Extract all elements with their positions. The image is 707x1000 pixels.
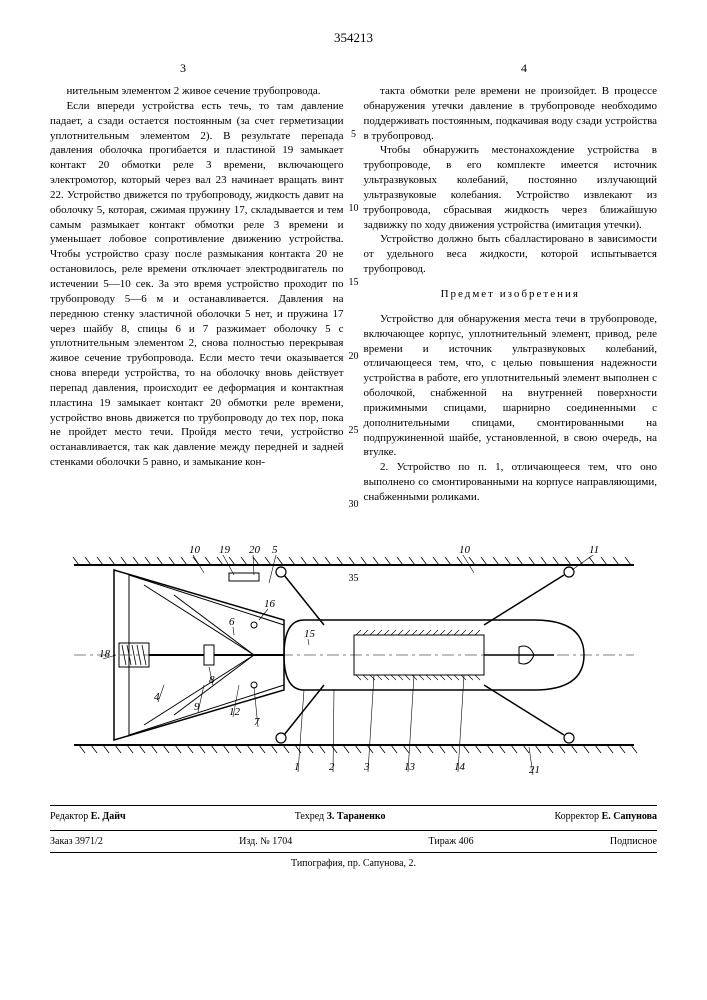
izd-no: Изд. № 1704 (239, 836, 292, 847)
svg-text:4: 4 (154, 691, 160, 703)
footer-typography: Типография, пр. Сапунова, 2. (50, 852, 657, 869)
order-no: Заказ 3971/2 (50, 836, 103, 847)
svg-text:10: 10 (459, 544, 471, 556)
svg-text:11: 11 (589, 544, 599, 556)
footer-meta: Заказ 3971/2 Изд. № 1704 Тираж 406 Подпи… (50, 830, 657, 847)
tirazh: Тираж 406 (429, 836, 474, 847)
left-p1: нительным элементом 2 живое сечение труб… (50, 84, 344, 99)
svg-text:14: 14 (454, 761, 466, 773)
svg-text:1: 1 (294, 761, 300, 773)
claims-title: Предмет изобретения (364, 287, 658, 302)
right-column: такта обмотки реле времени не произойдет… (364, 84, 658, 505)
claim-2: 2. Устройство по п. 1, отличающееся тем,… (364, 460, 658, 505)
svg-text:13: 13 (404, 761, 416, 773)
right-p1: такта обмотки реле времени не произойдет… (364, 84, 658, 143)
claim-1: Устройство для обнаружения места течи в … (364, 312, 658, 460)
left-p2: Если впереди устройства есть течь, то та… (50, 99, 344, 470)
col-num-right: 4 (521, 61, 527, 76)
svg-text:21: 21 (529, 764, 540, 776)
svg-text:12: 12 (229, 706, 241, 718)
podpisnoe: Подписное (610, 836, 657, 847)
svg-text:6: 6 (229, 616, 235, 628)
svg-text:16: 16 (264, 598, 276, 610)
svg-text:19: 19 (219, 544, 231, 556)
svg-text:5: 5 (272, 544, 278, 556)
left-column: нительным элементом 2 живое сечение труб… (50, 84, 344, 505)
patent-figure: 101920510111661518491287123131421 (50, 525, 657, 790)
svg-text:15: 15 (304, 628, 316, 640)
svg-text:9: 9 (194, 701, 200, 713)
patent-number: 354213 (50, 30, 657, 46)
svg-text:10: 10 (189, 544, 201, 556)
editor: Редактор Е. Дайч (50, 811, 126, 822)
footer-credits: Редактор Е. Дайч Техред З. Тараненко Кор… (50, 805, 657, 822)
techred: Техред З. Тараненко (295, 811, 386, 822)
svg-text:2: 2 (329, 761, 335, 773)
corrector: Корректор Е. Сапунова (554, 811, 657, 822)
right-p2: Чтобы обнаружить местонахождение устройс… (364, 143, 658, 232)
svg-text:20: 20 (249, 544, 261, 556)
col-num-left: 3 (180, 61, 186, 76)
svg-text:18: 18 (99, 648, 111, 660)
svg-text:7: 7 (254, 716, 260, 728)
svg-text:8: 8 (209, 674, 215, 686)
right-p3: Устройство должно быть сбалластировано в… (364, 232, 658, 277)
svg-text:3: 3 (363, 761, 370, 773)
